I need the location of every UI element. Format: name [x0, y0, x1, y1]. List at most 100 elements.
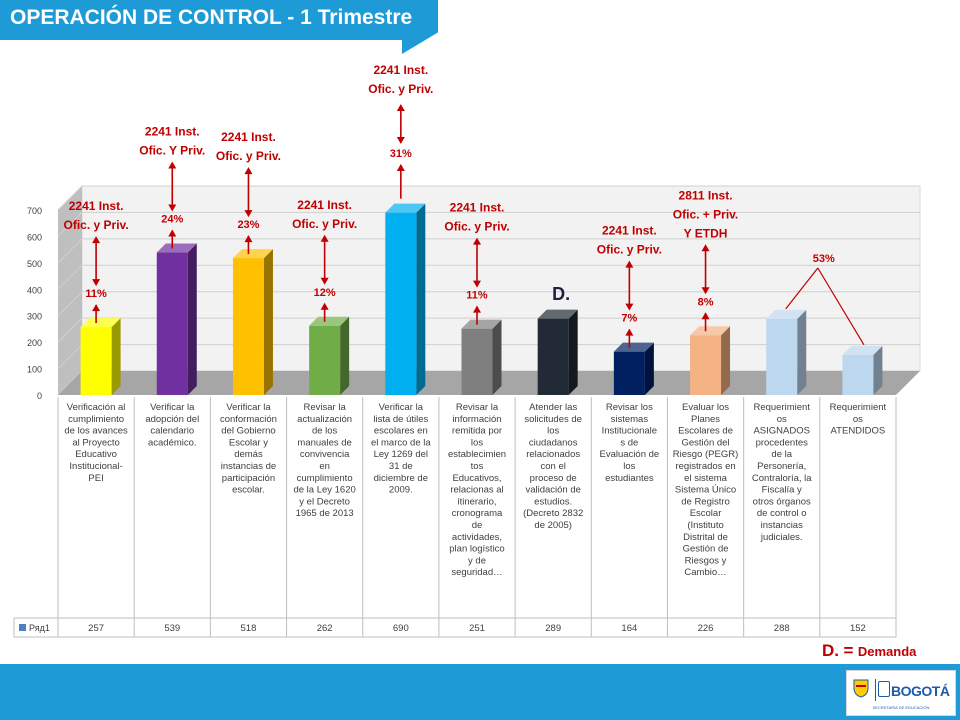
- bar-chart: 0 100 200 300 400 500 600 700 Ряд1 Verificación a…: [13, 63, 921, 638]
- table-value: 152: [850, 623, 866, 634]
- bar: [842, 354, 874, 395]
- bar-side: [873, 345, 883, 395]
- page-title: OPERACIÓN DE CONTROL - 1 Trimestre: [10, 6, 413, 29]
- percent-label: 7%: [621, 313, 637, 325]
- gridline: [57, 317, 920, 343]
- y-tick-label: 600: [27, 232, 42, 242]
- percent-label: 31%: [390, 148, 412, 160]
- y-tick-label: 500: [27, 259, 42, 269]
- crest-icon: [853, 679, 869, 698]
- bar-top: [461, 319, 502, 329]
- arrowhead: [168, 204, 177, 212]
- logo-subtext: SECRETARÍA DE EDUCACIÓN: [872, 705, 930, 710]
- category-label: Revisar la actualización de los manuales de…: [293, 402, 355, 519]
- arrowhead: [168, 229, 177, 237]
- category-label: Revisar la información remitida por los esta…: [448, 402, 506, 578]
- demand-label: 2811 Inst. Ofic. + Priv. Y ETDH: [673, 188, 738, 240]
- arrowhead: [473, 305, 481, 313]
- y-tick-label: 200: [27, 338, 42, 348]
- percent-label: 23%: [237, 219, 259, 231]
- logo-separator: [875, 679, 876, 701]
- demand-label: 2241 Inst. Ofic. y Priv.: [64, 199, 129, 232]
- bar-top: [537, 309, 578, 319]
- bar-side: [340, 316, 350, 395]
- arrowhead: [244, 167, 253, 175]
- bar: [309, 325, 341, 395]
- table-value: 690: [393, 623, 409, 634]
- category-label: Evaluar los Planes Escolares de Gestión del…: [673, 402, 738, 578]
- demand-legend: D. = Demanda: [822, 641, 916, 661]
- table-value: 518: [241, 623, 257, 634]
- gridline: [57, 291, 920, 317]
- y-tick-label: 300: [27, 312, 42, 322]
- y-tick-label: 700: [27, 206, 42, 216]
- arrowhead: [92, 236, 101, 244]
- arrowhead: [396, 137, 405, 144]
- percent-label: 24%: [161, 214, 183, 226]
- bar-top: [309, 316, 350, 326]
- gridline: [57, 238, 920, 264]
- percent-label: 11%: [85, 288, 107, 300]
- bar: [766, 318, 798, 395]
- bar-side: [797, 309, 807, 395]
- bar: [613, 351, 645, 395]
- arrowhead: [701, 287, 710, 295]
- arrowhead: [625, 260, 634, 268]
- table-value: 226: [698, 623, 714, 634]
- arrowhead: [168, 161, 177, 169]
- bar-side: [187, 243, 197, 395]
- bar-side: [111, 318, 121, 395]
- legend-swatch: [19, 624, 26, 631]
- arrowhead: [625, 328, 634, 336]
- arrowhead: [320, 277, 329, 285]
- y-tick-label: 100: [27, 365, 42, 375]
- arrowhead: [701, 244, 710, 252]
- table-value: 251: [469, 623, 485, 634]
- bar-side: [568, 309, 578, 395]
- footer-bar: [0, 664, 960, 720]
- gridline: [57, 185, 920, 211]
- table-value: 539: [164, 623, 180, 634]
- table-value: 262: [317, 623, 333, 634]
- arrowhead: [625, 303, 634, 311]
- arrowhead: [244, 235, 253, 243]
- demand-legend-text: Demanda: [857, 644, 917, 659]
- category-label: Requerimient os ATENDIDOS: [830, 402, 887, 437]
- table-value: 257: [88, 623, 104, 634]
- gridline: [57, 211, 920, 237]
- ratio-label: 53%: [813, 253, 835, 265]
- bar-top: [690, 326, 731, 336]
- bar-top: [766, 309, 807, 319]
- arrowhead: [701, 312, 710, 320]
- bar: [690, 335, 722, 395]
- bar-top: [842, 345, 883, 355]
- bar-side: [263, 249, 273, 395]
- seal-icon: [878, 681, 890, 697]
- plot-side-wall: [58, 186, 82, 395]
- demand-legend-mark: D.: [822, 641, 839, 660]
- bar: [461, 328, 493, 395]
- arrowhead: [473, 237, 481, 245]
- arrowhead: [244, 210, 253, 218]
- percent-label: 11%: [466, 290, 488, 302]
- bar-top: [385, 203, 426, 213]
- bar-side: [721, 326, 731, 395]
- arrowhead: [92, 304, 101, 312]
- category-label: Requerimient os ASIGNADOS procedentes de la P…: [752, 402, 812, 543]
- category-label: Verificar la conformación del Gobierno Esco…: [220, 402, 277, 496]
- bar-side: [492, 319, 502, 395]
- bar: [385, 212, 417, 395]
- arrowhead: [320, 234, 329, 242]
- bar: [156, 252, 188, 395]
- arrowhead: [320, 302, 329, 310]
- gridline: [57, 264, 920, 290]
- ratio-line: [785, 267, 819, 310]
- arrowhead: [396, 104, 405, 111]
- category-label: Verificación al cumplimiento de los avance…: [64, 402, 128, 484]
- demand-label: 2241 Inst. Ofic. Y Priv.: [139, 125, 205, 158]
- bar-top: [232, 249, 273, 259]
- arrowhead: [396, 164, 405, 171]
- bar-side: [416, 203, 426, 395]
- bar-top: [613, 342, 654, 352]
- demand-label: 2241 Inst. Ofic. y Priv.: [292, 198, 357, 231]
